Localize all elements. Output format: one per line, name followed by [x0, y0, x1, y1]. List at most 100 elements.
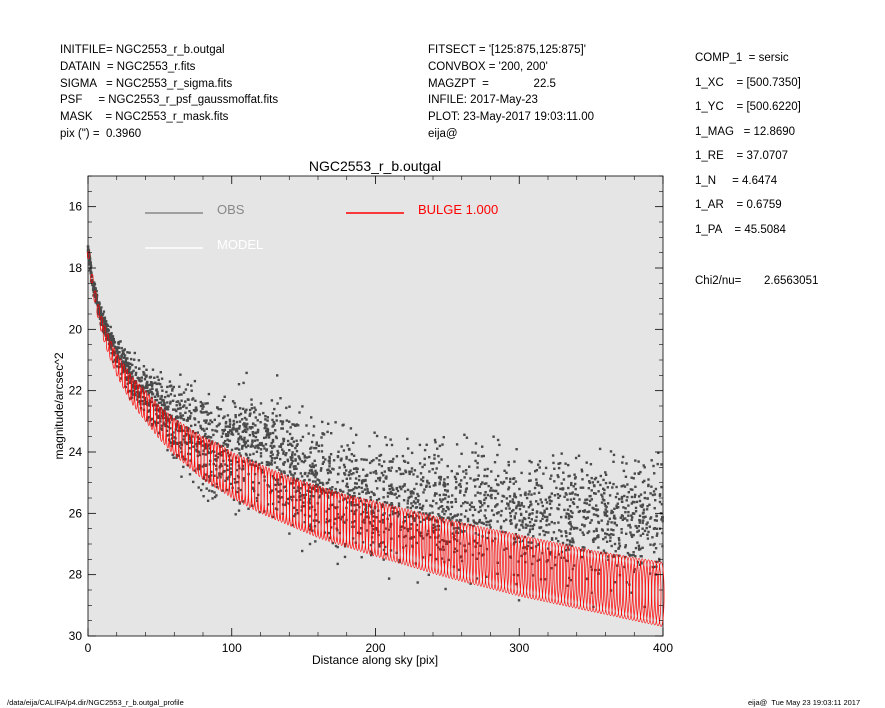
obs-point: [274, 507, 278, 510]
obs-point: [489, 494, 492, 498]
obs-point: [641, 532, 645, 535]
obs-point: [652, 490, 656, 493]
obs-point: [383, 470, 386, 473]
obs-point: [385, 475, 388, 478]
obs-point: [437, 546, 440, 549]
obs-point: [610, 533, 613, 536]
obs-point: [624, 507, 627, 510]
obs-point: [378, 479, 381, 482]
obs-point: [569, 528, 572, 531]
obs-point: [518, 487, 521, 491]
obs-point: [592, 530, 596, 533]
obs-point: [226, 445, 229, 448]
obs-point: [465, 487, 468, 490]
obs-point: [257, 443, 260, 447]
obs-point: [297, 485, 300, 488]
obs-point: [601, 495, 604, 498]
obs-point: [149, 383, 152, 386]
obs-point: [267, 463, 270, 467]
obs-point: [307, 489, 311, 493]
obs-point: [504, 531, 507, 534]
obs-point: [239, 407, 242, 410]
obs-point: [202, 495, 205, 498]
obs-point: [398, 485, 401, 488]
obs-point: [406, 506, 409, 509]
obs-point: [182, 405, 185, 408]
obs-point: [528, 472, 531, 475]
obs-point: [303, 505, 306, 508]
obs-point: [290, 458, 293, 461]
obs-point: [197, 467, 201, 471]
obs-point: [530, 503, 533, 506]
obs-point: [371, 509, 374, 512]
obs-point: [512, 573, 516, 576]
obs-point: [322, 460, 325, 464]
obs-point: [308, 497, 311, 501]
obs-point: [282, 462, 285, 465]
obs-point: [141, 400, 145, 403]
obs-point: [396, 515, 400, 518]
obs-point: [511, 498, 514, 501]
obs-point: [409, 527, 412, 530]
obs-point: [661, 520, 664, 523]
obs-point: [550, 520, 553, 524]
obs-point: [421, 465, 424, 469]
obs-point: [588, 503, 591, 507]
obs-point: [279, 457, 282, 461]
obs-point: [378, 454, 381, 457]
obs-point: [527, 516, 531, 520]
obs-point: [518, 507, 522, 511]
obs-point: [354, 486, 357, 489]
obs-point: [361, 541, 365, 544]
obs-point: [401, 454, 405, 458]
obs-point: [601, 529, 604, 532]
obs-point: [291, 444, 294, 447]
model-ring: [648, 560, 655, 625]
obs-point: [563, 508, 566, 512]
obs-point: [550, 538, 554, 541]
obs-point: [615, 504, 618, 507]
obs-point: [321, 462, 324, 465]
obs-point: [309, 526, 313, 529]
obs-point: [322, 456, 325, 459]
obs-point: [292, 481, 295, 485]
model-ring: [654, 561, 662, 627]
obs-point: [270, 461, 273, 465]
obs-point: [371, 531, 374, 534]
obs-point: [535, 515, 538, 519]
model-ring: [591, 550, 598, 613]
obs-point: [378, 459, 381, 462]
obs-point: [625, 462, 628, 465]
obs-point: [228, 423, 232, 426]
obs-point: [306, 474, 309, 478]
obs-point: [540, 484, 543, 488]
obs-point: [370, 505, 373, 509]
obs-point: [310, 472, 313, 475]
obs-point: [250, 407, 254, 410]
obs-point: [428, 512, 432, 515]
obs-point: [548, 502, 552, 505]
obs-point: [226, 464, 229, 467]
obs-point: [194, 406, 198, 410]
obs-point: [432, 523, 435, 527]
obs-point: [134, 373, 137, 376]
obs-point: [254, 435, 258, 439]
obs-point: [218, 474, 221, 477]
obs-point: [502, 519, 506, 523]
obs-point: [281, 420, 285, 423]
obs-point: [391, 510, 394, 513]
obs-point: [567, 548, 570, 551]
obs-point: [246, 439, 249, 442]
obs-point: [553, 494, 557, 497]
obs-point: [311, 462, 314, 465]
obs-point: [406, 461, 410, 464]
model-ring: [333, 490, 338, 544]
obs-point: [505, 477, 508, 480]
obs-point: [488, 523, 491, 526]
obs-point: [144, 375, 147, 378]
obs-point: [252, 445, 255, 448]
obs-point: [195, 442, 198, 446]
obs-point: [160, 377, 164, 380]
obs-point: [410, 451, 414, 455]
obs-point: [188, 417, 192, 420]
